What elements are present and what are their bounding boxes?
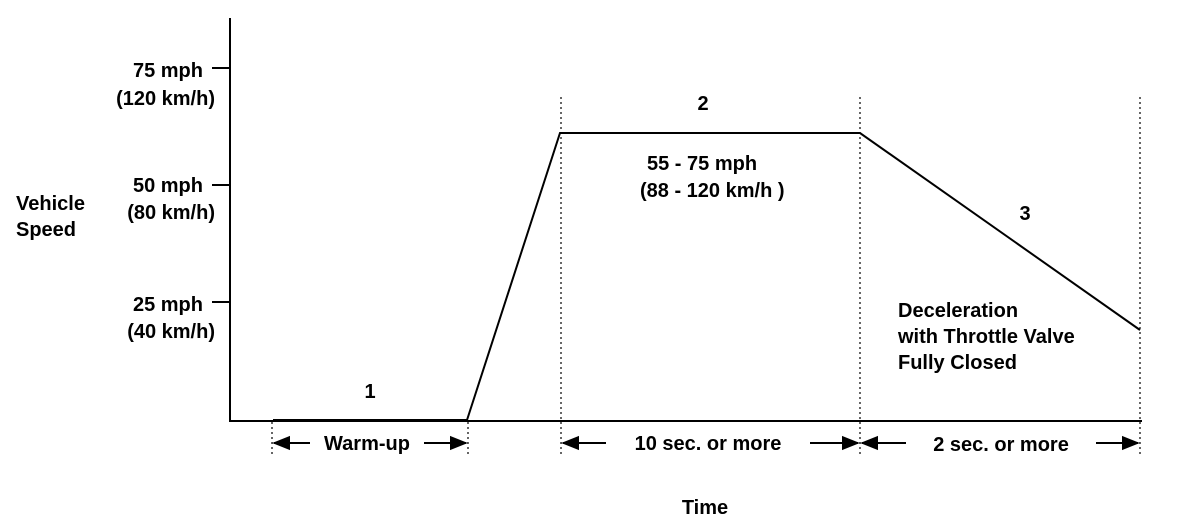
speed-range-mph: 55 - 75 mph bbox=[647, 153, 757, 175]
y-axis-label-speed: Speed bbox=[16, 219, 76, 241]
tick-label-80-kmh: (80 km/h) bbox=[127, 202, 215, 224]
x-axis-label-time: Time bbox=[682, 497, 728, 519]
tick-label-50-mph: 50 mph bbox=[133, 175, 203, 197]
decel-note-line1: Deceleration bbox=[898, 300, 1018, 322]
tick-label-120-kmh: (120 km/h) bbox=[116, 88, 215, 110]
tick-label-75-mph: 75 mph bbox=[133, 60, 203, 82]
tick-label-40-kmh: (40 km/h) bbox=[127, 321, 215, 343]
tick-label-25-mph: 25 mph bbox=[133, 294, 203, 316]
phase-3-label: 3 bbox=[1019, 203, 1030, 225]
phase-1-label: 1 bbox=[364, 381, 375, 403]
y-axis-label-vehicle: Vehicle bbox=[16, 193, 85, 215]
speed-profile-line bbox=[273, 132, 1141, 421]
two-sec-label: 2 sec. or more bbox=[933, 434, 1069, 456]
decel-note-line3: Fully Closed bbox=[898, 352, 1017, 374]
decel-note-line2: with Throttle Valve bbox=[897, 326, 1075, 348]
warmup-label: Warm-up bbox=[324, 433, 410, 455]
phase-2-label: 2 bbox=[697, 93, 708, 115]
speed-range-kmh: (88 - 120 km/h ) bbox=[640, 180, 785, 202]
ten-sec-label: 10 sec. or more bbox=[635, 433, 782, 455]
